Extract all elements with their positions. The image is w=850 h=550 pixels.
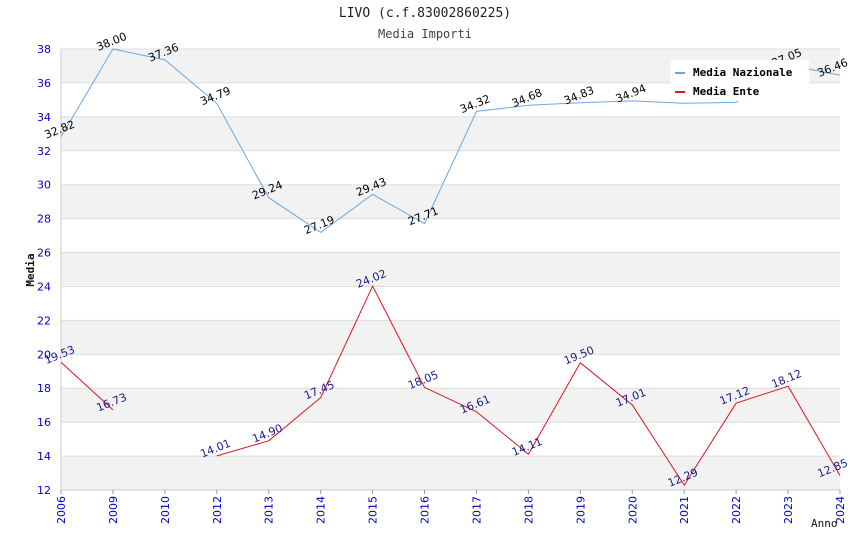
grid-band (61, 456, 840, 490)
x-axis-label: Anno (811, 517, 838, 530)
y-tick-label: 34 (37, 111, 51, 124)
y-tick-label: 36 (37, 77, 51, 90)
y-axis-label: Media (24, 253, 37, 286)
grid-band (61, 388, 840, 423)
grid-band (61, 184, 840, 219)
y-tick-label: 30 (37, 179, 51, 192)
x-tick-label: 2017 (470, 496, 483, 524)
y-tick-label: 26 (37, 247, 51, 260)
y-tick-label: 32 (37, 145, 51, 158)
legend-box (671, 60, 809, 101)
x-tick-label: 2016 (419, 496, 432, 524)
grid-band (61, 286, 840, 321)
x-tick-label: 2022 (730, 496, 743, 524)
x-tick-label: 2023 (782, 496, 795, 524)
series-line-media-ente (216, 284, 841, 487)
grid-band (61, 252, 840, 287)
legend-entry: Media Ente (693, 85, 760, 98)
legend-entry: Media Nazionale (693, 66, 793, 79)
x-tick-label: 2009 (107, 496, 120, 524)
chart-subtitle: Media Importi (378, 27, 472, 41)
legend: Media Nazionale Media Ente (671, 60, 809, 101)
x-tick-label: 2020 (626, 496, 639, 524)
series-lines (60, 48, 841, 487)
x-tick-label: 2013 (263, 496, 276, 524)
y-tick-label: 28 (37, 213, 51, 226)
y-tick-label: 20 (37, 348, 51, 361)
y-tick-label: 18 (37, 382, 51, 395)
grid-band (61, 422, 840, 457)
x-tick-label: 2018 (522, 496, 535, 524)
grid-band (61, 354, 840, 389)
x-tick-label: 2015 (367, 496, 380, 524)
grid-band (61, 116, 840, 151)
y-tick-label: 12 (37, 484, 51, 497)
y-tick-label: 22 (37, 314, 51, 327)
x-tick-label: 2012 (211, 496, 224, 524)
x-tick-label: 2021 (678, 496, 691, 524)
y-tick-label: 14 (37, 450, 51, 463)
series-line-media-nazionale (60, 48, 841, 234)
chart-title: LIVO (c.f.83002860225) (338, 6, 512, 21)
y-tick-label: 24 (37, 280, 51, 293)
x-tick-label: 2006 (55, 496, 68, 524)
x-tick-label: 2014 (315, 496, 328, 524)
x-tick-label: 2024 (834, 496, 847, 524)
x-tick-label: 2010 (159, 496, 172, 524)
y-tick-label: 38 (37, 43, 51, 56)
grid-band (61, 218, 840, 253)
y-tick-label: 16 (37, 416, 51, 429)
grid-band (61, 320, 840, 355)
series-line-media-ente (60, 361, 114, 411)
x-tick-label: 2019 (574, 496, 587, 524)
